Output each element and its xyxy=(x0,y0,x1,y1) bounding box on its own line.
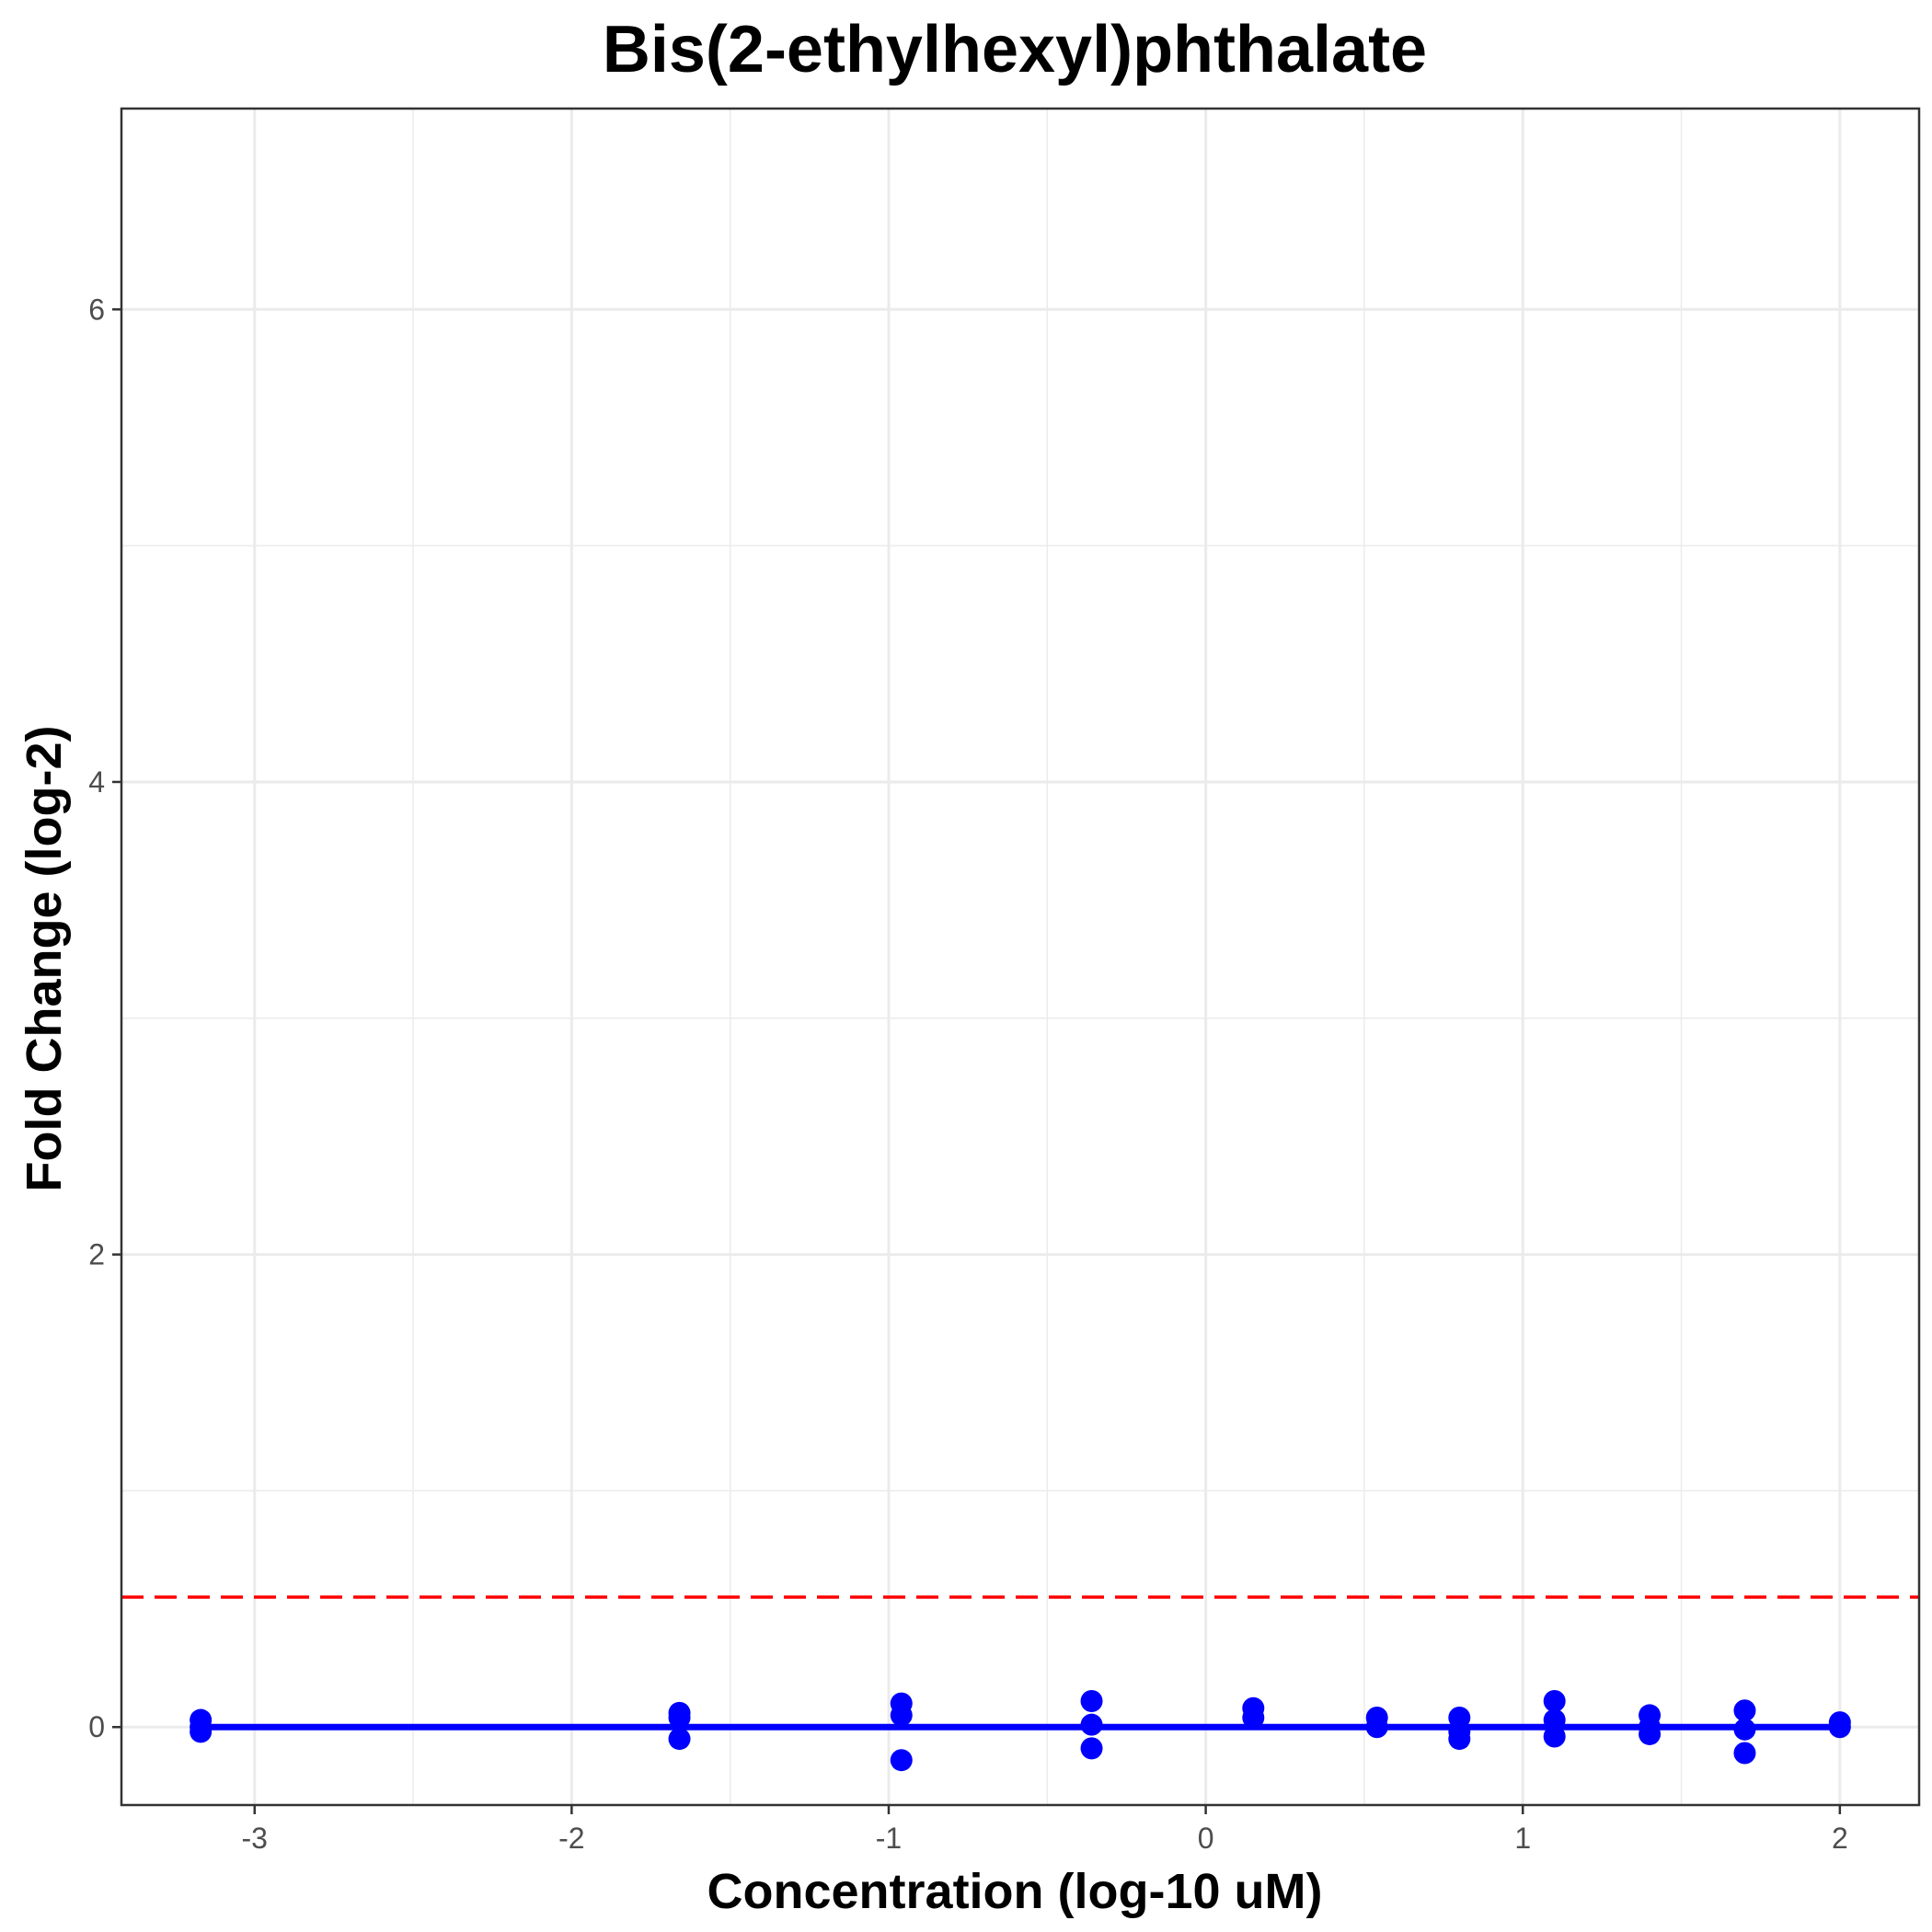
data-point xyxy=(190,1720,213,1743)
chart-title: Bis(2-ethylhexyl)phthalate xyxy=(603,13,1427,86)
data-point xyxy=(890,1704,913,1727)
data-point xyxy=(1365,1716,1388,1739)
data-point xyxy=(1543,1689,1566,1712)
x-axis-title: Concentration (log-10 uM) xyxy=(707,1864,1323,1919)
y-tick-label: 6 xyxy=(88,293,105,326)
data-point xyxy=(1242,1706,1265,1729)
data-point xyxy=(668,1728,691,1751)
x-tick-label: 2 xyxy=(1832,1822,1848,1855)
x-tick-label: 1 xyxy=(1514,1822,1531,1855)
data-point xyxy=(890,1749,913,1772)
data-point xyxy=(1080,1737,1103,1760)
y-tick-label: 4 xyxy=(88,765,105,799)
ticks-layer: -3 -2 -1 0 1 2 0 2 4 6 xyxy=(88,293,1848,1855)
y-axis-title: Fold Change (log-2) xyxy=(17,726,72,1192)
data-point xyxy=(1639,1722,1662,1745)
panel-border xyxy=(120,107,1921,1807)
data-point xyxy=(668,1706,691,1729)
x-tick-label: 0 xyxy=(1198,1822,1214,1855)
points-layer xyxy=(190,1689,1851,1772)
data-point xyxy=(1543,1708,1566,1731)
x-tick-label: -3 xyxy=(242,1822,268,1855)
data-point xyxy=(1733,1699,1756,1722)
data-point xyxy=(1080,1689,1103,1712)
x-tick-label: -2 xyxy=(558,1822,584,1855)
x-tick-label: -1 xyxy=(876,1822,902,1855)
grid-layer xyxy=(121,109,1919,1805)
data-point xyxy=(1733,1718,1756,1741)
data-point xyxy=(1828,1716,1851,1739)
data-point xyxy=(1733,1742,1756,1765)
data-point xyxy=(1080,1713,1103,1736)
y-tick-label: 0 xyxy=(88,1710,105,1743)
data-point xyxy=(1543,1725,1566,1748)
data-point xyxy=(1448,1728,1471,1751)
y-tick-label: 2 xyxy=(88,1238,105,1271)
